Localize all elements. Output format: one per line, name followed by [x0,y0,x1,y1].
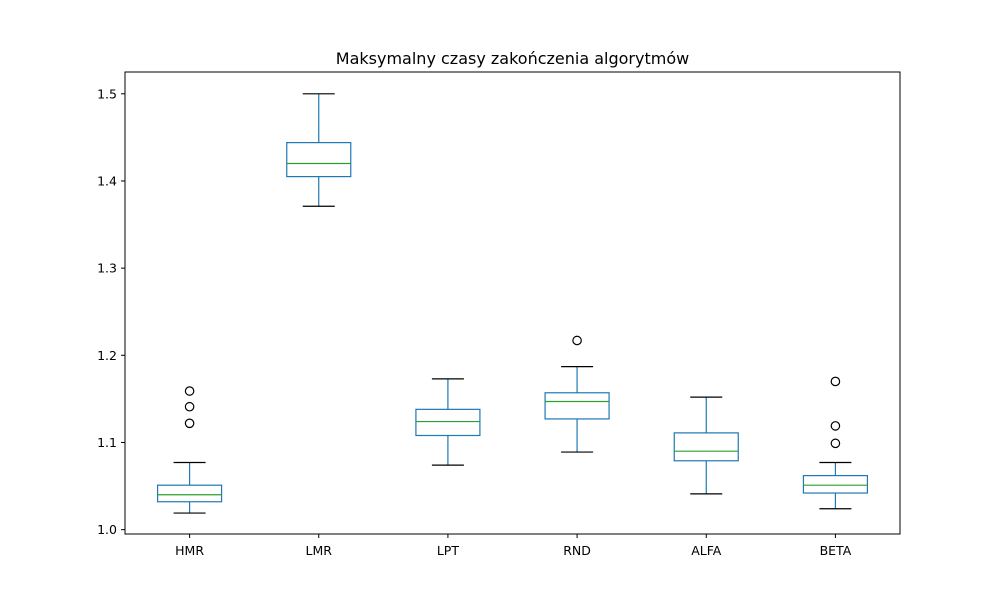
outlier-point [572,335,582,346]
outlier-point [184,418,195,429]
y-tick-label: 1.0 [97,522,117,537]
x-tick-label: BETA [820,543,852,558]
box-lpt [415,408,481,437]
outlier-point [830,438,841,449]
box-alfa [673,432,739,462]
x-tick-label: HMR [175,543,204,558]
y-tick-label: 1.2 [97,348,117,363]
y-tick-label: 1.3 [97,261,117,276]
plot-area: 1.0 1.1 1.2 1.3 1.4 1.5 HMR LMR LPT RND ALFA BETA [97,86,869,558]
box-hmr [156,484,223,503]
plot-frame [124,71,901,535]
y-tick-label: 1.4 [97,173,117,188]
outlier-point [830,376,841,387]
y-tick-label: 1.1 [97,435,117,450]
box-lmr [286,142,352,178]
outlier-point [184,401,195,412]
x-tick-label: ALFA [691,543,722,558]
chart-title: Maksymalny czasy zakończenia algorytmów [336,49,689,68]
y-tick-label: 1.5 [97,86,117,101]
x-tick-label: LPT [437,543,460,558]
x-tick-label: RND [563,543,591,558]
box-rnd [544,392,610,420]
outlier-point [830,421,841,431]
outlier-point [184,386,195,396]
box-beta [802,474,869,494]
x-tick-label: LMR [306,543,333,558]
